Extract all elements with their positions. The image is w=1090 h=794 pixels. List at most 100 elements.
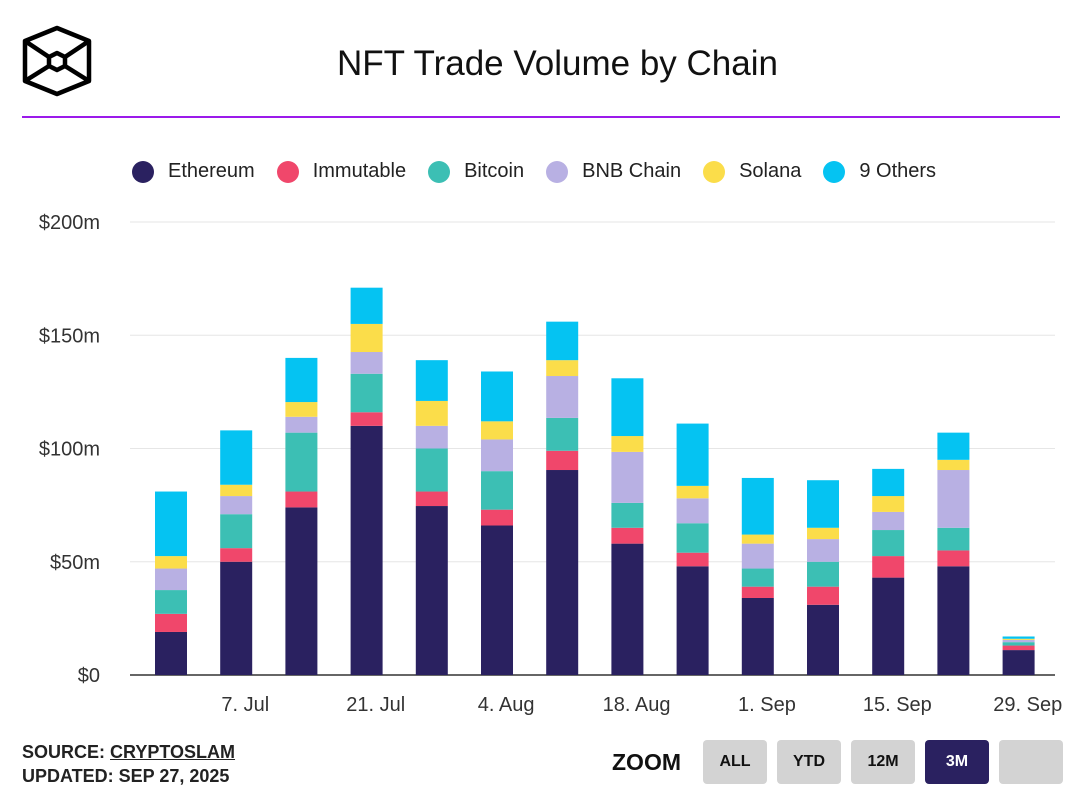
- x-tick-label: 21. Jul: [346, 694, 405, 716]
- bar-segment-solana[interactable]: [350, 323, 383, 353]
- bar-segment-bitcoin[interactable]: [220, 514, 253, 549]
- bar-segment-bnb-chain[interactable]: [285, 416, 318, 433]
- zoom-button-blank[interactable]: [999, 740, 1063, 784]
- legend-item[interactable]: Immutable: [276, 160, 406, 183]
- zoom-button-3m[interactable]: 3M: [925, 740, 989, 784]
- bar-segment-9-others[interactable]: [155, 491, 187, 557]
- bar-segment-ethereum[interactable]: [220, 561, 253, 675]
- bar-segment-ethereum[interactable]: [350, 425, 383, 675]
- zoom-button-ytd[interactable]: YTD: [777, 740, 841, 784]
- bar-segment-9-others[interactable]: [1002, 636, 1035, 639]
- legend-item[interactable]: 9 Others: [823, 160, 936, 183]
- bar-segment-solana[interactable]: [937, 459, 970, 471]
- legend-item[interactable]: BNB Chain: [546, 160, 681, 183]
- bar-segment-bitcoin[interactable]: [741, 568, 774, 587]
- bar-segment-9-others[interactable]: [350, 287, 383, 324]
- bar-segment-ethereum[interactable]: [415, 506, 448, 675]
- bar-segment-bitcoin[interactable]: [611, 502, 644, 528]
- bar-segment-bnb-chain[interactable]: [415, 425, 448, 449]
- bar-segment-ethereum[interactable]: [676, 566, 709, 675]
- bar-segment-immutable[interactable]: [1002, 645, 1035, 651]
- bar-segment-immutable[interactable]: [937, 550, 970, 567]
- legend-item[interactable]: Solana: [703, 160, 801, 183]
- bar-segment-bitcoin[interactable]: [676, 523, 709, 553]
- bar-segment-immutable[interactable]: [481, 509, 513, 526]
- bar-segment-bnb-chain[interactable]: [741, 543, 774, 569]
- bar-segment-immutable[interactable]: [872, 556, 905, 578]
- bar-segment-9-others[interactable]: [676, 423, 709, 486]
- legend-item[interactable]: Ethereum: [132, 160, 255, 183]
- bar-segment-ethereum[interactable]: [546, 470, 579, 675]
- bar-segment-immutable[interactable]: [741, 586, 774, 598]
- bar-segment-bitcoin[interactable]: [1002, 642, 1035, 646]
- bar-segment-ethereum[interactable]: [937, 566, 970, 675]
- bar-segment-bnb-chain[interactable]: [1002, 639, 1035, 643]
- bar-segment-immutable[interactable]: [807, 586, 839, 605]
- bar-segment-immutable[interactable]: [415, 491, 448, 507]
- bar-segment-bitcoin[interactable]: [415, 448, 448, 492]
- y-tick-label: $150m: [39, 325, 100, 347]
- bar-segment-solana[interactable]: [1002, 638, 1035, 640]
- legend-item[interactable]: Bitcoin: [428, 160, 524, 183]
- bar-segment-bnb-chain[interactable]: [481, 439, 513, 472]
- bar-segment-9-others[interactable]: [546, 321, 579, 361]
- cube-logo-icon: [22, 25, 92, 97]
- bar-segment-bitcoin[interactable]: [350, 373, 383, 413]
- bar-segment-9-others[interactable]: [415, 360, 448, 401]
- bar-segment-bitcoin[interactable]: [546, 417, 579, 451]
- bar-segment-immutable[interactable]: [676, 552, 709, 567]
- bar-segment-bitcoin[interactable]: [155, 590, 187, 614]
- bar-segment-ethereum[interactable]: [481, 525, 513, 675]
- x-tick-label: 18. Aug: [603, 694, 671, 716]
- bar-segment-solana[interactable]: [611, 436, 644, 452]
- bar-segment-solana[interactable]: [676, 485, 709, 499]
- bar-segment-bitcoin[interactable]: [872, 530, 905, 557]
- bar-segment-bitcoin[interactable]: [481, 471, 513, 510]
- bar-segment-solana[interactable]: [872, 496, 905, 512]
- bar-segment-bitcoin[interactable]: [937, 527, 970, 551]
- bar-segment-9-others[interactable]: [741, 477, 774, 535]
- bar-segment-bnb-chain[interactable]: [220, 496, 253, 515]
- bar-segment-solana[interactable]: [481, 421, 513, 440]
- bar-segment-solana[interactable]: [285, 402, 318, 417]
- bar-segment-ethereum[interactable]: [155, 631, 187, 675]
- source-link[interactable]: CRYPTOSLAM: [110, 742, 236, 762]
- bar-segment-bnb-chain[interactable]: [872, 511, 905, 531]
- zoom-button-all[interactable]: ALL: [703, 740, 767, 784]
- bar-segment-immutable[interactable]: [546, 450, 579, 471]
- bar-segment-solana[interactable]: [155, 556, 187, 569]
- bar-segment-ethereum[interactable]: [807, 604, 839, 675]
- bar-segment-solana[interactable]: [415, 400, 448, 426]
- bar-segment-bitcoin[interactable]: [285, 432, 318, 492]
- bar-segment-9-others[interactable]: [220, 430, 253, 485]
- bar-segment-ethereum[interactable]: [741, 597, 774, 675]
- bar-segment-solana[interactable]: [220, 484, 253, 497]
- bar-segment-bnb-chain[interactable]: [350, 352, 383, 374]
- bar-segment-immutable[interactable]: [155, 613, 187, 632]
- bar-segment-bnb-chain[interactable]: [676, 498, 709, 524]
- bar-segment-9-others[interactable]: [611, 378, 644, 437]
- bar-segment-immutable[interactable]: [220, 548, 253, 562]
- bar-segment-9-others[interactable]: [807, 480, 839, 528]
- bar-segment-bnb-chain[interactable]: [611, 451, 644, 503]
- bar-segment-9-others[interactable]: [872, 468, 905, 497]
- bar-segment-immutable[interactable]: [350, 412, 383, 426]
- zoom-button-12m[interactable]: 12M: [851, 740, 915, 784]
- bar-segment-bnb-chain[interactable]: [155, 568, 187, 591]
- bar-segment-solana[interactable]: [807, 527, 839, 540]
- bar-segment-bnb-chain[interactable]: [807, 539, 839, 562]
- bar-segment-bitcoin[interactable]: [807, 561, 839, 587]
- bar-segment-ethereum[interactable]: [1002, 650, 1035, 675]
- bar-segment-9-others[interactable]: [285, 357, 318, 403]
- bar-segment-bnb-chain[interactable]: [937, 470, 970, 528]
- bar-segment-9-others[interactable]: [481, 371, 513, 422]
- bar-segment-solana[interactable]: [546, 360, 579, 377]
- bar-segment-ethereum[interactable]: [611, 543, 644, 675]
- bar-segment-immutable[interactable]: [285, 491, 318, 508]
- bar-segment-bnb-chain[interactable]: [546, 376, 579, 418]
- bar-segment-ethereum[interactable]: [872, 577, 905, 675]
- bar-segment-ethereum[interactable]: [285, 507, 318, 675]
- bar-segment-immutable[interactable]: [611, 527, 644, 544]
- bar-segment-solana[interactable]: [741, 534, 774, 544]
- bar-segment-9-others[interactable]: [937, 432, 970, 460]
